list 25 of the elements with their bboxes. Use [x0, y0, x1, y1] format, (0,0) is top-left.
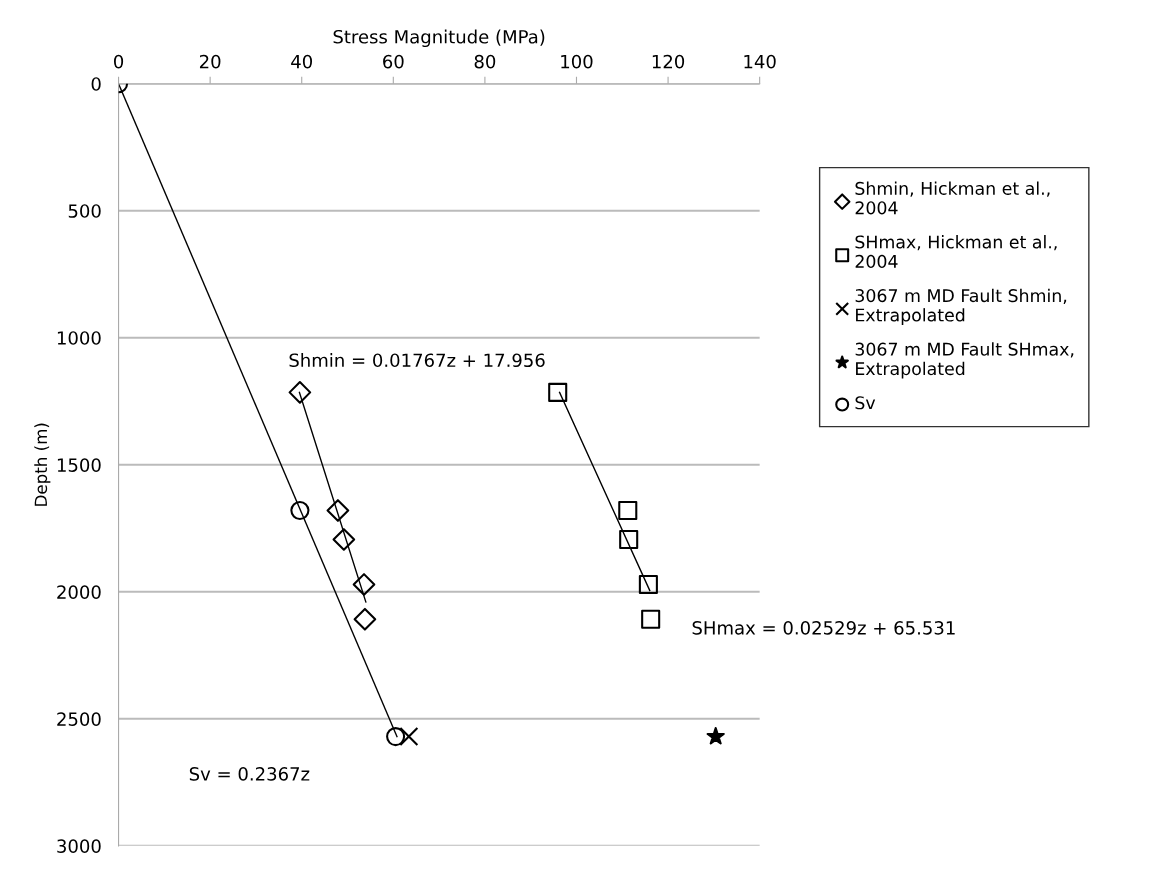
x-tick-label: 60 — [383, 54, 404, 69]
x-tick-label: 100 — [561, 54, 593, 69]
legend-label: Sv — [855, 396, 876, 410]
y-tick-label: 1000 — [57, 331, 101, 345]
legend-label: Shmin, Hickman et al., 2004 — [855, 181, 1050, 215]
y-tick-label: 1500 — [57, 458, 101, 472]
annotation: SHmax = 0.02529z + 65.531 — [692, 621, 955, 635]
x-tick-label: 140 — [744, 54, 776, 69]
y-tick-label: 500 — [68, 204, 101, 218]
x-tick-label: 120 — [652, 54, 685, 69]
x-axis-title: Stress Magnitude (MPa) — [333, 29, 545, 48]
y-tick-label: 0 — [91, 77, 101, 91]
y-tick-label: 3000 — [57, 839, 101, 853]
x-tick-label: 20 — [199, 54, 221, 69]
x-tick-label: 40 — [291, 54, 313, 69]
legend-label: SHmax, Hickman et al., 2004 — [855, 235, 1057, 268]
legend-label: 3067 m MD Fault Shmin, Extrapolated — [855, 288, 1067, 325]
annotation: Shmin = 0.01767z + 17.956 — [289, 353, 545, 368]
annotation: Sv = 0.2367z — [189, 767, 310, 781]
y-axis-title: Depth (m) — [34, 423, 51, 506]
y-tick-label: 2500 — [57, 712, 101, 726]
x-tick-label: 80 — [474, 54, 496, 69]
legend-label: 3067 m MD Fault SHmax, Extrapolated — [855, 342, 1074, 379]
y-tick-label: 2000 — [57, 585, 101, 599]
x-tick-label: 0 — [114, 54, 124, 69]
